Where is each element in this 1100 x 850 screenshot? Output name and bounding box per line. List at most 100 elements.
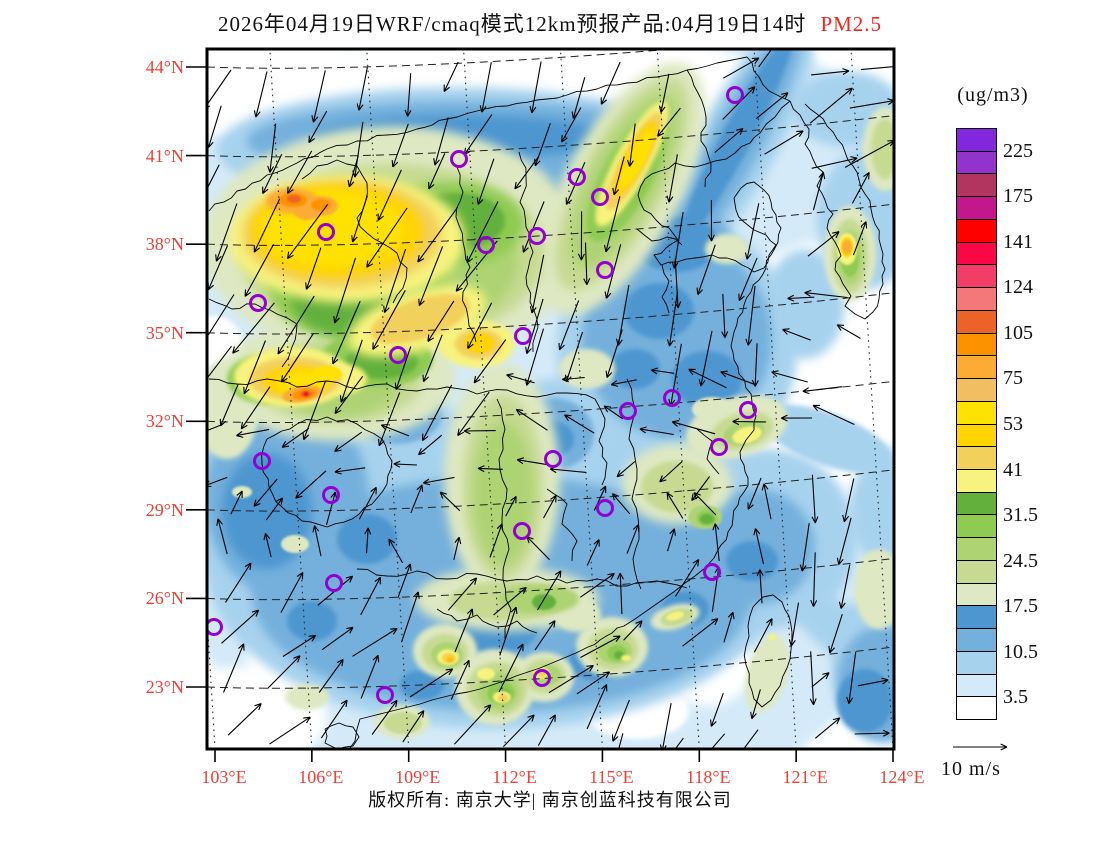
wind-arrow (658, 73, 670, 113)
city-marker (591, 188, 609, 206)
boundary-path (436, 608, 538, 634)
wind-arrow (812, 404, 855, 425)
lon-label-103°E: 103°E (201, 767, 247, 787)
boundary-path (356, 568, 688, 589)
pm25-blob (559, 349, 615, 389)
city-marker (477, 236, 495, 254)
pm25-blob (384, 712, 422, 734)
lat-label-44°N: 44°N (145, 57, 184, 77)
wind-arrow (732, 418, 767, 426)
wind-arrow (576, 671, 611, 695)
wind-arrow (489, 523, 504, 558)
pm25-blob (287, 195, 301, 203)
pm25-blob (621, 655, 631, 661)
wind-arrow (842, 478, 855, 523)
wind-arrow (265, 497, 284, 521)
wind-arrow (751, 343, 759, 387)
wind-arrow (400, 591, 420, 643)
pm25-blob (641, 461, 713, 513)
pm25-blob (312, 366, 342, 382)
lon-label-115°E: 115°E (589, 767, 634, 787)
wind-arrow (418, 246, 444, 307)
wind-arrow (838, 564, 851, 609)
wind-arrow (764, 130, 804, 155)
title-text: 2026年04月19日WRF/cmaq模式12km预报产品:04月19日14时 (217, 12, 807, 36)
lat-label-32°N: 32°N (145, 411, 184, 432)
pm25-blob (672, 351, 742, 407)
wind-arrow (364, 527, 372, 554)
wind-arrow (755, 92, 789, 120)
wind-arrow (473, 339, 507, 384)
wind-arrow (366, 207, 408, 268)
title-variable-pm25: PM2.5 (820, 12, 883, 36)
wind-arrow (227, 702, 262, 736)
legend-color-box (957, 697, 996, 720)
city-marker (376, 686, 394, 704)
wind-arrow (771, 370, 808, 383)
wind-arrow (334, 431, 363, 452)
wind-arrow (810, 552, 818, 607)
wind-arrow (356, 66, 368, 111)
legend-color-box (957, 401, 996, 425)
wind-arrow (666, 291, 679, 347)
wind-arrow (372, 290, 406, 350)
wind-arrow (603, 405, 624, 420)
boundary-path (496, 398, 512, 639)
city-marker (663, 389, 681, 407)
wind-arrow (659, 461, 683, 483)
legend-value-225: 225 (1003, 139, 1033, 162)
map-chrome (186, 47, 1008, 762)
wind-arrow (463, 427, 496, 435)
legend-value-24.5: 24.5 (1003, 549, 1038, 572)
wind-arrow (287, 150, 313, 195)
parallel-line (207, 49, 679, 69)
wind-arrow (564, 414, 595, 434)
boundary-path (546, 488, 578, 562)
wind-arrow (811, 68, 850, 76)
wind-arrow (454, 608, 474, 653)
wind-arrow (691, 476, 711, 501)
wind-arrow (605, 329, 623, 378)
wind-arrow (493, 586, 527, 616)
wind-arrow (745, 285, 756, 346)
city-marker (514, 327, 532, 345)
city-marker (533, 669, 551, 687)
wind-arrow (525, 328, 545, 386)
wind-arrow (311, 70, 326, 123)
legend-color-box (957, 629, 996, 652)
wind-arrow (476, 158, 495, 205)
wind-arrow (421, 384, 453, 442)
wind-arrow (671, 420, 716, 435)
wind-arrow (351, 195, 368, 243)
wind-arrow (244, 244, 275, 297)
lat-label-29°N: 29°N (145, 499, 184, 520)
wind-arrow (515, 408, 548, 431)
legend-value-175: 175 (1003, 185, 1033, 208)
pm25-blob (666, 611, 684, 621)
lon-label-124°E: 124°E (879, 767, 925, 787)
pm25-blob (281, 535, 309, 553)
pm25-blob (311, 199, 331, 211)
wind-arrow (383, 248, 407, 313)
wind-arrow (543, 494, 557, 519)
pm25-blob (464, 333, 494, 353)
lat-label-26°N: 26°N (145, 588, 184, 609)
wind-arrow (262, 153, 283, 195)
legend-color-box (957, 470, 996, 493)
wind-arrow (809, 87, 853, 124)
wind-arrow (280, 571, 304, 613)
legend-color-box (957, 242, 996, 266)
city-marker (389, 346, 407, 364)
wind-arrow (708, 199, 715, 242)
wind-arrow (710, 693, 724, 727)
map-area (207, 49, 894, 749)
wind-arrow (787, 294, 815, 302)
legend-color-box (957, 424, 996, 448)
wind-arrow (409, 668, 454, 698)
wind-arrow (321, 626, 354, 651)
wind-arrow (282, 634, 317, 657)
legend-color-box (957, 265, 996, 289)
legend-value-17.5: 17.5 (1003, 595, 1038, 618)
city-markers (207, 86, 757, 704)
city-marker (325, 574, 343, 592)
